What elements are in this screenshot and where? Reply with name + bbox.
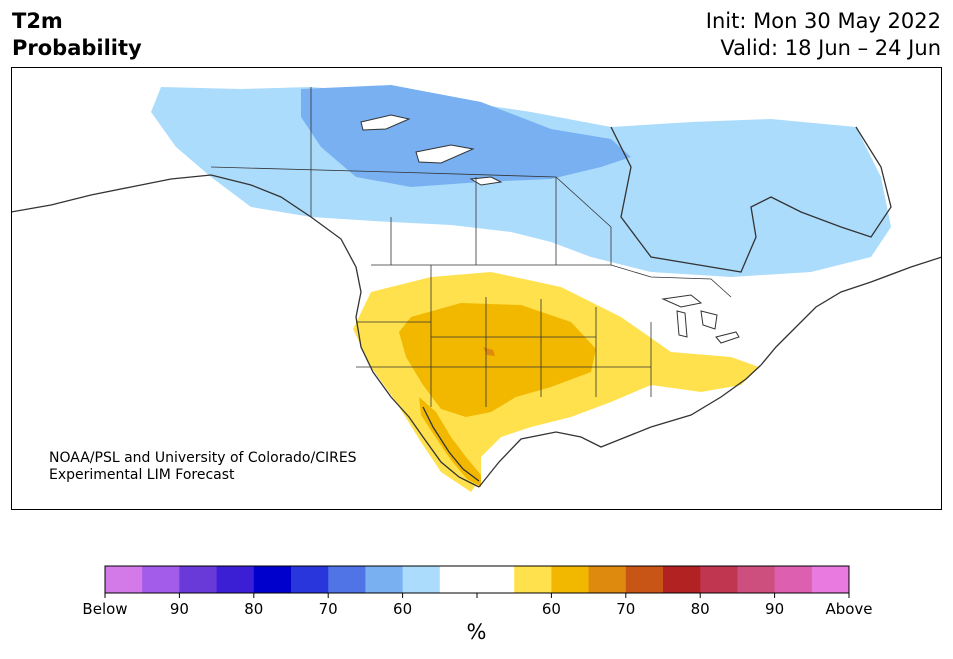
colorbar-swatch (328, 566, 366, 593)
colorbar-tick-label: Below (82, 600, 127, 618)
title-type: Probability (12, 36, 142, 60)
colorbar-swatch (402, 566, 441, 593)
lake-athabasca (469, 176, 503, 186)
hudson-bay-region (610, 126, 892, 273)
colorbar: Below 90 80 70 60 60 70 80 90 Above (82, 565, 873, 618)
colorbar-tick-label: 60 (542, 600, 561, 618)
credit-line-1: NOAA/PSL and University of Colorado/CIRE… (49, 450, 357, 466)
colorbar-tick-label: 60 (393, 600, 412, 618)
colorbar-tick-label: 80 (244, 600, 263, 618)
colorbar-swatch (105, 566, 143, 593)
colorbar-swatch (625, 566, 664, 593)
gulf-atlantic-coast (478, 364, 762, 488)
colorbar-swatch (774, 566, 813, 593)
colorbar-swatch (811, 566, 850, 593)
colorbar-swatch (514, 566, 552, 593)
colorbar-tick-label: 70 (616, 600, 635, 618)
great-bear-lake (360, 114, 411, 131)
credit-text: NOAA/PSL and University of Colorado/CIRE… (49, 450, 357, 484)
colorbar-swatch (216, 566, 255, 593)
colorbar-swatch (253, 566, 292, 593)
great-slave-lake (415, 144, 475, 164)
colorbar-swatch (588, 566, 627, 593)
us-state-grid (356, 265, 652, 407)
title-variable: T2m (12, 9, 63, 33)
init-date: Init: Mon 30 May 2022 (705, 9, 941, 33)
colorbar-swatch (439, 566, 478, 593)
northeast-coast (760, 256, 942, 366)
colorbar-swatch (365, 566, 404, 593)
colorbar-swatch (737, 566, 776, 593)
colorbar-unit: % (466, 620, 487, 644)
colorbar-tick-label: 70 (319, 600, 338, 618)
colorbar-swatch (700, 566, 738, 593)
colorbar-tick-label: 90 (170, 600, 189, 618)
above-70-region (399, 303, 596, 417)
west-coast (11, 174, 480, 488)
map-frame (11, 67, 942, 510)
province-lines (310, 87, 557, 265)
colorbar-swatch (179, 566, 218, 593)
state-lines (210, 87, 732, 407)
colorbar-swatch (291, 566, 329, 593)
us-canada-border (371, 264, 732, 298)
lake-superior (661, 294, 703, 308)
colorbar-boxes (105, 566, 850, 593)
colorbar-ticks: Below 90 80 70 60 60 70 80 90 Above (82, 593, 873, 618)
colorbar-tick-label: 90 (765, 600, 784, 618)
forecast-dates: Init: Mon 30 May 2022 Valid: 18 Jun – 24… (706, 8, 941, 62)
borders (11, 67, 942, 488)
colorbar-swatch (477, 566, 515, 593)
colorbar-swatch (663, 566, 701, 593)
colorbar-tick-label: Above (825, 600, 872, 618)
credit-line-2: Experimental LIM Forecast (49, 467, 235, 483)
lake-erie (715, 331, 740, 344)
lake-huron (700, 310, 718, 330)
colorbar-tick-label: 80 (691, 600, 710, 618)
colorbar-swatch (551, 566, 590, 593)
lakes (360, 114, 740, 344)
above-70-baja-region (419, 397, 481, 487)
below-70-region (301, 85, 631, 187)
probability-map (11, 67, 942, 510)
lake-michigan (676, 310, 688, 338)
map-title: T2m Probability (12, 8, 142, 62)
valid-range: Valid: 18 Jun – 24 Jun (720, 36, 941, 60)
colorbar-swatch (142, 566, 180, 593)
baja-coast (422, 406, 480, 482)
